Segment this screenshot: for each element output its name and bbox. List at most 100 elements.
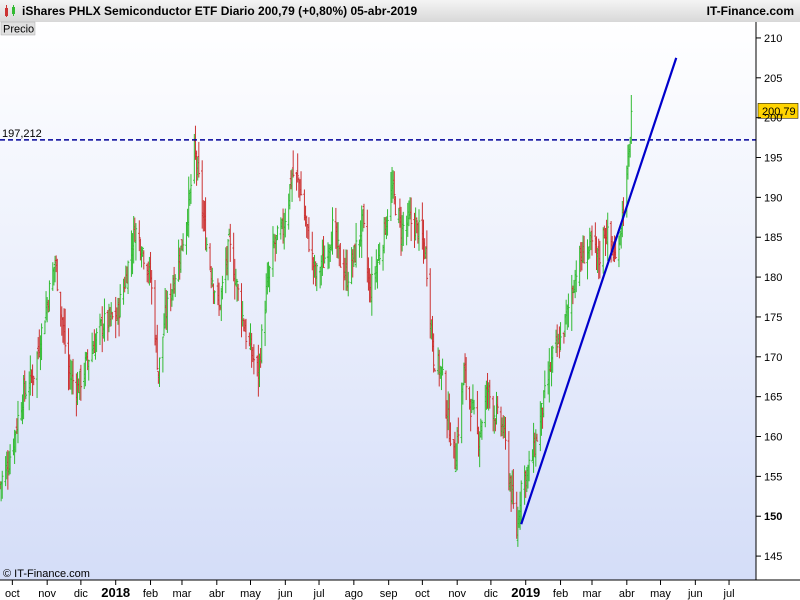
ohlc-bar — [598, 240, 602, 279]
ohlc-bar — [291, 150, 295, 178]
price-tick-label: 210 — [764, 33, 782, 45]
time-tick-label: jul — [723, 588, 735, 600]
ohlc-bar — [241, 301, 244, 327]
ohlc-bar — [409, 197, 413, 242]
last-price-label: 200,79 — [762, 106, 796, 118]
time-tick-label: feb — [553, 588, 568, 600]
time-tick-label: oct — [415, 588, 430, 600]
time-tick-label: sep — [380, 588, 398, 600]
ohlc-bar — [263, 300, 267, 347]
support-trendline — [520, 57, 678, 525]
ohlc-bar — [226, 238, 230, 281]
ohlc-bar — [123, 276, 126, 293]
ohlc-bar — [469, 398, 472, 432]
ohlc-bar — [156, 324, 159, 370]
time-tick-label: ago — [345, 588, 363, 600]
ohlc-bar — [582, 235, 586, 264]
ohlc-bar — [567, 293, 570, 328]
ohlc-bar — [472, 399, 476, 415]
ohlc-bar — [142, 250, 145, 270]
ohlc-bar — [103, 298, 106, 342]
ohlc-bar — [551, 345, 554, 373]
ohlc-bar — [16, 400, 20, 444]
time-tick-label: dic — [74, 588, 89, 600]
ohlc-bar — [236, 283, 240, 301]
ohlc-bar — [211, 267, 214, 288]
ohlc-bar — [221, 275, 224, 300]
ohlc-bar — [496, 396, 499, 415]
ohlc-bar — [415, 217, 418, 234]
ohlc-bar — [417, 209, 421, 251]
ohlc-bar — [441, 358, 444, 376]
ohlc-bar — [252, 344, 256, 375]
ohlc-bar — [284, 208, 287, 238]
ohlc-bar — [174, 274, 177, 298]
price-tick-label: 205 — [764, 73, 782, 85]
price-axis: 210 205 200 195 190 185 180 175 170 165 160 155 150 1… — [756, 33, 782, 563]
time-tick-label: 2018 — [101, 585, 130, 600]
ohlc-bar — [189, 174, 193, 204]
ohlc-bar — [575, 260, 578, 293]
price-tick-label: 175 — [764, 312, 782, 324]
time-tick-label: mar — [583, 588, 602, 600]
time-tick-label: mar — [173, 588, 192, 600]
price-tick-label: 170 — [764, 352, 782, 364]
ohlc-bar — [48, 280, 51, 312]
panel-label: Precio — [3, 24, 34, 36]
ohlc-bar — [425, 230, 429, 287]
brand-label: IT-Finance.com — [706, 4, 794, 18]
ohlc-bar — [535, 433, 539, 442]
time-tick-label: jun — [277, 588, 293, 600]
ohlc-bar — [362, 203, 366, 229]
ohlc-bar — [590, 225, 594, 256]
ohlc-bar — [134, 223, 138, 261]
ohlc-bar — [336, 222, 340, 259]
ohlc-bar — [114, 296, 117, 339]
time-tick-label: abr — [209, 588, 225, 600]
ohlc-bar — [260, 324, 263, 364]
resistance-label: 197,212 — [2, 128, 42, 140]
ohlc-bar — [331, 207, 334, 255]
chart-app-icon — [5, 5, 15, 17]
chart-overlays: 197,212 200,79 — [0, 57, 799, 525]
price-tick-label: 160 — [764, 432, 782, 444]
ohlc-bar — [493, 405, 496, 434]
time-axis-bg — [0, 580, 800, 600]
ohlc-bar — [213, 290, 216, 305]
time-axis: oct nov dic 2018 feb mar abr may jun jul ago sep oct… — [5, 580, 735, 600]
time-tick-label: dic — [484, 588, 499, 600]
price-tick-label: 145 — [764, 551, 782, 563]
price-tick-label: 185 — [764, 232, 782, 244]
ohlc-bar — [32, 375, 35, 386]
ohlc-bar — [512, 468, 515, 509]
ohlc-bar — [166, 290, 169, 333]
time-tick-label: feb — [143, 588, 158, 600]
ohlc-bar — [79, 364, 83, 401]
ohlc-bar — [376, 259, 379, 289]
ohlc-bar — [126, 260, 130, 295]
last-price-badge — [757, 103, 799, 119]
ohlc-bar — [87, 359, 90, 381]
time-tick-label: jun — [687, 588, 703, 600]
ohlc-bar — [378, 242, 381, 265]
ohlc-bar — [617, 235, 621, 268]
ohlc-bar — [432, 333, 435, 373]
time-tick-label: may — [650, 588, 671, 600]
ohlc-bar — [158, 357, 161, 387]
time-tick-label: nov — [448, 588, 466, 600]
ohlc-bars — [0, 95, 633, 547]
ohlc-bar — [606, 212, 609, 261]
time-tick-label: 2019 — [511, 585, 540, 600]
ohlc-bar — [449, 422, 452, 447]
ohlc-bar — [299, 171, 303, 196]
ohlc-bar — [527, 450, 531, 482]
ohlc-bar — [235, 278, 239, 302]
ohlc-bar — [457, 417, 460, 444]
ohlc-bar — [1, 470, 4, 499]
ohlc-bar — [394, 196, 397, 216]
time-tick-label: oct — [5, 588, 20, 600]
ohlc-bar — [63, 308, 67, 354]
ohlc-bar — [150, 269, 153, 305]
ohlc-bar — [543, 370, 547, 399]
